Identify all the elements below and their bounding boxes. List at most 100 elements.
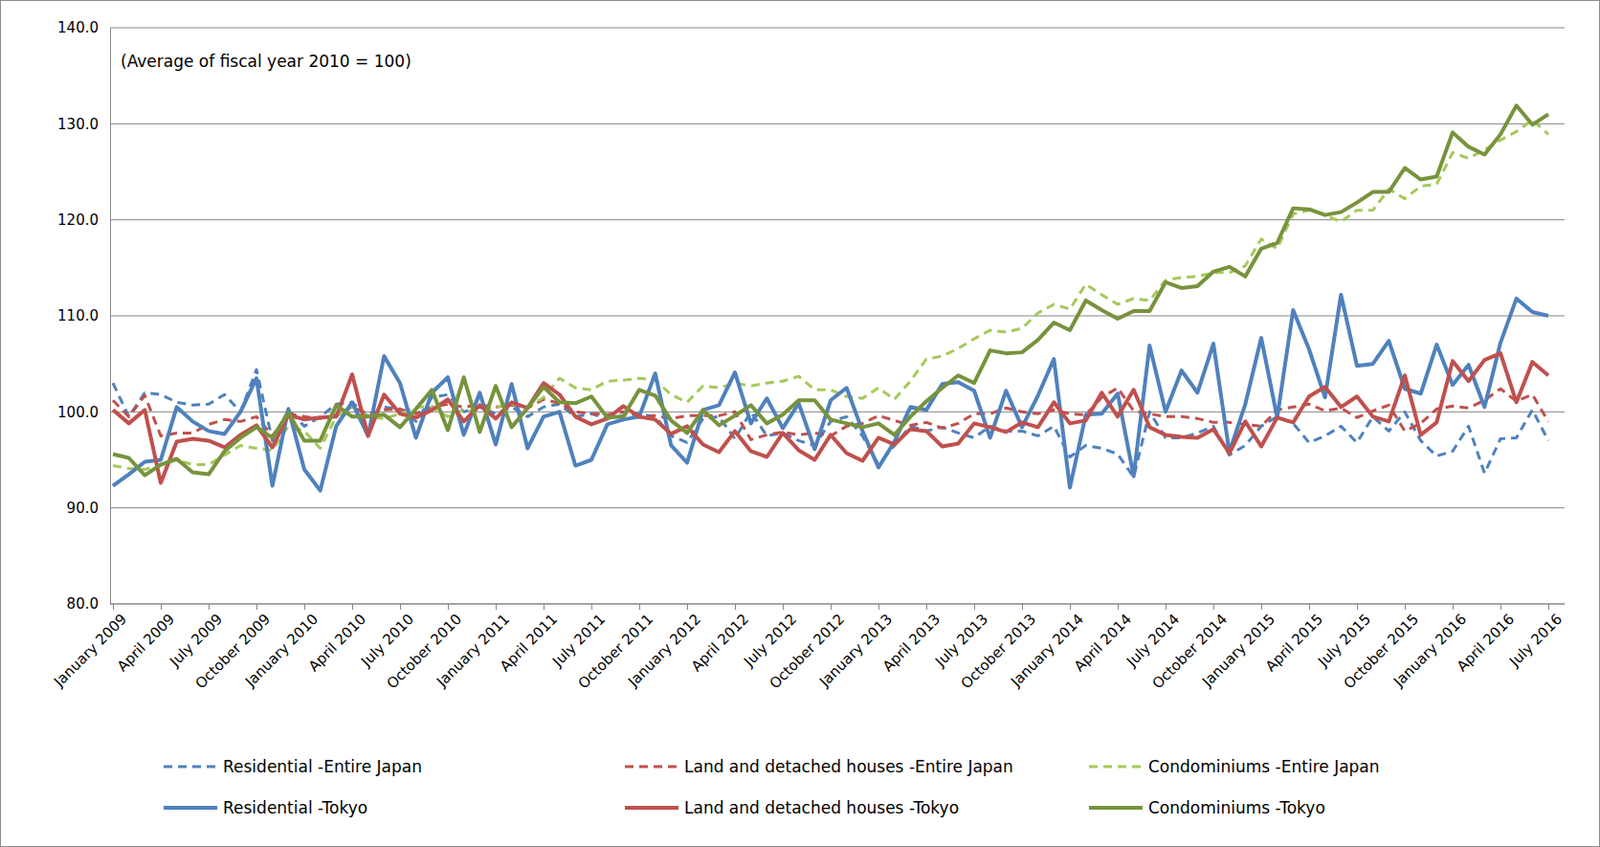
x-tick-mark <box>1548 603 1550 610</box>
x-tick-label: April 2013 <box>879 610 944 675</box>
grid-line <box>110 123 1565 125</box>
legend: Residential -Entire Japan Land and detach… <box>163 756 1380 818</box>
y-tick: 130.0 <box>57 115 111 134</box>
x-tick: April 2011 <box>496 603 561 675</box>
y-tick-label: 140.0 <box>57 19 99 37</box>
x-tick-label: April 2012 <box>688 610 753 675</box>
legend-label: Land and detached houses -Tokyo <box>684 798 959 818</box>
x-tick: April 2012 <box>688 603 753 675</box>
x-tick-mark <box>830 603 832 610</box>
x-tick-label: April 2011 <box>496 610 561 675</box>
x-tick-label: January 2009 <box>49 610 131 691</box>
x-tick-mark <box>1309 603 1311 610</box>
annotation: (Average of fiscal year 2010 = 100) <box>120 51 412 71</box>
legend-swatch <box>1088 765 1143 769</box>
x-tick-mark <box>112 603 114 610</box>
x-tick-mark <box>256 603 258 610</box>
series-line <box>112 294 1549 491</box>
y-tick-label: 100.0 <box>57 403 99 422</box>
plot-lines <box>112 105 1549 490</box>
x-tick-label: July 2016 <box>1505 610 1566 671</box>
x-tick: January 2011 <box>432 603 513 691</box>
y-tick-label: 80.0 <box>66 595 99 613</box>
x-tick-mark <box>1404 603 1406 610</box>
legend-swatch <box>624 805 679 810</box>
y-axis: 80.0 90.0 100.0 110.0 120.0 130.0 140.0 <box>57 19 111 613</box>
y-axis-line <box>110 28 112 605</box>
x-tick-label: January 2012 <box>623 610 705 691</box>
x-tick-mark <box>160 603 162 610</box>
x-tick-mark <box>926 603 928 610</box>
x-tick-mark <box>352 603 354 610</box>
y-tick: 100.0 <box>57 403 111 422</box>
x-tick-mark <box>1356 603 1358 610</box>
x-tick-label: April 2009 <box>113 610 178 675</box>
legend-label: Land and detached houses -Entire Japan <box>684 756 1014 777</box>
grid-line <box>110 27 1565 29</box>
x-tick-label: January 2011 <box>432 610 513 691</box>
legend-label: Condominiums -Tokyo <box>1148 798 1326 818</box>
y-tick-label: 130.0 <box>57 115 99 134</box>
x-tick-mark <box>1452 603 1454 610</box>
x-tick-label: January 2010 <box>241 610 322 691</box>
grid <box>110 27 1565 604</box>
x-tick-mark <box>543 603 545 610</box>
x-tick-mark <box>1213 603 1215 610</box>
x-tick-mark <box>1165 603 1167 610</box>
legend-item: Condominiums -Tokyo <box>1088 798 1326 818</box>
legend-item: Condominiums -Entire Japan <box>1088 756 1380 777</box>
y-tick-label: 90.0 <box>66 499 99 517</box>
legend-swatch <box>163 805 218 810</box>
x-tick-label: April 2014 <box>1070 610 1135 675</box>
x-tick-mark <box>687 603 689 610</box>
legend-label: Residential -Entire Japan <box>222 756 423 777</box>
x-tick-mark <box>495 603 497 610</box>
x-tick-label: April 2015 <box>1262 610 1327 675</box>
x-tick-mark <box>1022 603 1023 610</box>
x-tick-mark <box>304 603 306 610</box>
y-tick: 140.0 <box>57 19 111 37</box>
x-tick: January 2010 <box>241 603 322 691</box>
x-axis: January 2009April 2009July 2009October 2… <box>49 603 1566 692</box>
x-tick: July 2016 <box>1505 603 1566 671</box>
x-tick: April 2014 <box>1070 603 1135 675</box>
x-tick-mark <box>447 603 449 610</box>
series-line <box>112 105 1549 475</box>
legend-swatch <box>1088 805 1143 810</box>
x-tick: January 2009 <box>49 603 131 691</box>
y-tick-label: 120.0 <box>57 211 99 229</box>
chart: 80.0 90.0 100.0 110.0 120.0 130.0 140.0 January… <box>0 0 1600 847</box>
x-tick-mark <box>400 603 401 610</box>
x-tick: April 2013 <box>879 603 944 675</box>
legend-item: Residential -Entire Japan <box>163 756 423 777</box>
x-tick: January 2015 <box>1198 603 1279 691</box>
y-tick: 110.0 <box>57 307 111 325</box>
x-tick-label: April 2016 <box>1453 610 1518 675</box>
x-tick-mark <box>734 603 736 610</box>
legend-swatch <box>624 765 679 769</box>
x-tick: January 2014 <box>1006 603 1088 691</box>
x-tick: January 2013 <box>815 603 896 691</box>
legend-label: Condominiums -Entire Japan <box>1148 756 1380 777</box>
x-tick: January 2016 <box>1389 603 1470 691</box>
x-axis-line <box>110 603 1565 605</box>
x-tick: April 2015 <box>1262 603 1327 675</box>
grid-line <box>110 507 1565 509</box>
y-tick: 120.0 <box>57 211 111 229</box>
x-tick-label: January 2016 <box>1389 610 1470 691</box>
x-tick-mark <box>878 603 880 610</box>
x-tick-mark <box>974 603 976 610</box>
x-tick-mark <box>208 603 210 610</box>
legend-item: Land and detached houses -Entire Japan <box>624 756 1014 777</box>
x-tick-label: January 2013 <box>815 610 896 691</box>
x-tick-mark <box>639 603 641 610</box>
chart-border <box>0 0 1600 847</box>
x-tick: April 2016 <box>1453 603 1518 675</box>
x-tick-label: January 2014 <box>1006 610 1088 691</box>
x-tick-mark <box>1069 603 1071 610</box>
grid-line <box>110 603 1565 605</box>
x-tick-mark <box>1500 603 1502 610</box>
x-tick-mark <box>591 603 593 610</box>
x-tick-label: April 2010 <box>305 610 370 675</box>
y-tick-label: 110.0 <box>57 307 99 325</box>
